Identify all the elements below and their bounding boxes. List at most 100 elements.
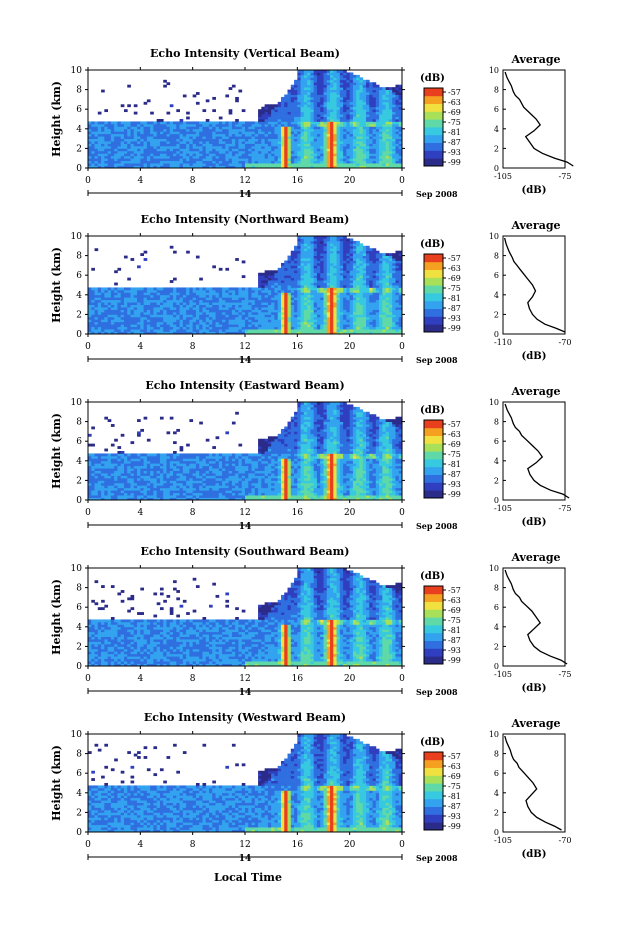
heatmap-cell — [284, 331, 288, 335]
heatmap-cell — [316, 309, 321, 313]
heatmap-cell — [114, 153, 118, 157]
heatmap-cell — [395, 160, 400, 164]
heatmap-cell — [120, 314, 125, 318]
heatmap-cell — [238, 314, 243, 318]
heatmap-cell — [271, 329, 275, 332]
heatmap-cell — [297, 126, 301, 130]
heatmap-cell — [349, 119, 354, 122]
heatmap-cell — [346, 289, 351, 293]
heatmap-cell — [313, 258, 318, 261]
heatmap-cell — [284, 321, 288, 325]
heatmap-cell — [313, 331, 318, 335]
heatmap-cell — [346, 280, 351, 283]
heatmap-cell — [202, 136, 207, 139]
heatmap-cell — [186, 331, 190, 335]
heatmap-cell — [202, 319, 207, 323]
heatmap-cell — [346, 121, 351, 125]
heatmap-cell — [231, 165, 236, 169]
heatmap-cell — [130, 133, 135, 137]
heatmap-cell — [346, 253, 351, 256]
heatmap-cell — [290, 101, 295, 105]
heatmap-cell — [388, 101, 393, 105]
heatmap-cell — [323, 165, 328, 169]
heatmap-cell — [379, 143, 383, 147]
heatmap-cell — [186, 158, 190, 162]
heatmap-cell — [366, 329, 370, 332]
heatmap-cell — [280, 270, 285, 274]
heatmap-cell — [346, 265, 351, 269]
heatmap-cell — [133, 153, 138, 157]
heatmap-cell — [176, 314, 180, 318]
heatmap-cell — [352, 314, 357, 318]
heatmap-cell — [349, 324, 354, 328]
heatmap-cell — [140, 309, 144, 313]
heatmap-cell — [375, 84, 380, 88]
heatmap-cell — [313, 297, 318, 301]
heatmap-cell — [140, 148, 144, 152]
heatmap-cell — [333, 297, 337, 301]
heatmap-cell — [231, 150, 236, 154]
heatmap-cell — [336, 287, 341, 291]
heatmap-cell — [182, 155, 187, 159]
heatmap-cell — [114, 294, 118, 298]
heatmap-cell — [297, 141, 301, 144]
heatmap-cell — [195, 329, 200, 332]
heatmap-cell — [372, 89, 377, 93]
heatmap-cell — [133, 104, 138, 108]
heatmap-cell — [189, 331, 194, 335]
heatmap-cell — [339, 253, 344, 256]
heatmap-cell — [336, 158, 341, 162]
heatmap-cell — [179, 307, 184, 310]
heatmap-cell — [369, 258, 373, 261]
heatmap-cell — [280, 150, 285, 154]
heatmap-cell — [356, 243, 360, 247]
heatmap-cell — [88, 331, 92, 335]
heatmap-cell — [343, 294, 347, 298]
heatmap-cell — [202, 128, 207, 132]
heatmap-cell — [137, 324, 141, 328]
heatmap-cell — [366, 316, 370, 320]
heatmap-cell — [271, 272, 275, 276]
heatmap-cell — [303, 267, 308, 271]
heatmap-cell — [375, 270, 380, 274]
heatmap-cell — [192, 165, 197, 169]
heatmap-cell — [359, 262, 364, 266]
heatmap-cell — [163, 324, 167, 328]
heatmap-cell — [120, 289, 125, 293]
heatmap-cell — [294, 275, 298, 279]
heatmap-cell — [127, 158, 131, 162]
heatmap-cell — [153, 163, 158, 166]
heatmap-cell — [218, 158, 223, 162]
heatmap-cell — [366, 262, 370, 266]
heatmap-cell — [333, 240, 337, 244]
heatmap-cell — [303, 253, 308, 256]
heatmap-cell — [343, 148, 347, 152]
heatmap-cell — [362, 116, 367, 120]
heatmap-cell — [330, 297, 334, 301]
heatmap-cell — [176, 326, 180, 330]
heatmap-cell — [303, 265, 308, 269]
heatmap-cell — [303, 141, 308, 144]
heatmap-cell — [303, 92, 308, 95]
heatmap-cell — [209, 307, 213, 310]
heatmap-cell — [372, 267, 377, 271]
heatmap-cell — [392, 126, 396, 130]
heatmap-cell — [333, 101, 337, 105]
heatmap-cell — [349, 282, 354, 286]
heatmap-cell — [218, 267, 223, 271]
heatmap-cell — [123, 109, 128, 113]
heatmap-cell — [352, 292, 357, 296]
heatmap-cell — [280, 277, 285, 281]
heatmap-cell — [159, 297, 164, 301]
heatmap-cell — [330, 331, 334, 335]
heatmap-cell — [107, 321, 112, 325]
heatmap-cell — [159, 160, 164, 164]
heatmap-cell — [333, 141, 337, 144]
heatmap-cell — [300, 299, 305, 303]
heatmap-cell — [372, 262, 377, 266]
heatmap-cell — [352, 297, 357, 301]
heatmap-cell — [235, 331, 239, 335]
heatmap-cell — [114, 128, 118, 132]
heatmap-cell — [320, 143, 324, 147]
heatmap-cell — [395, 116, 400, 120]
